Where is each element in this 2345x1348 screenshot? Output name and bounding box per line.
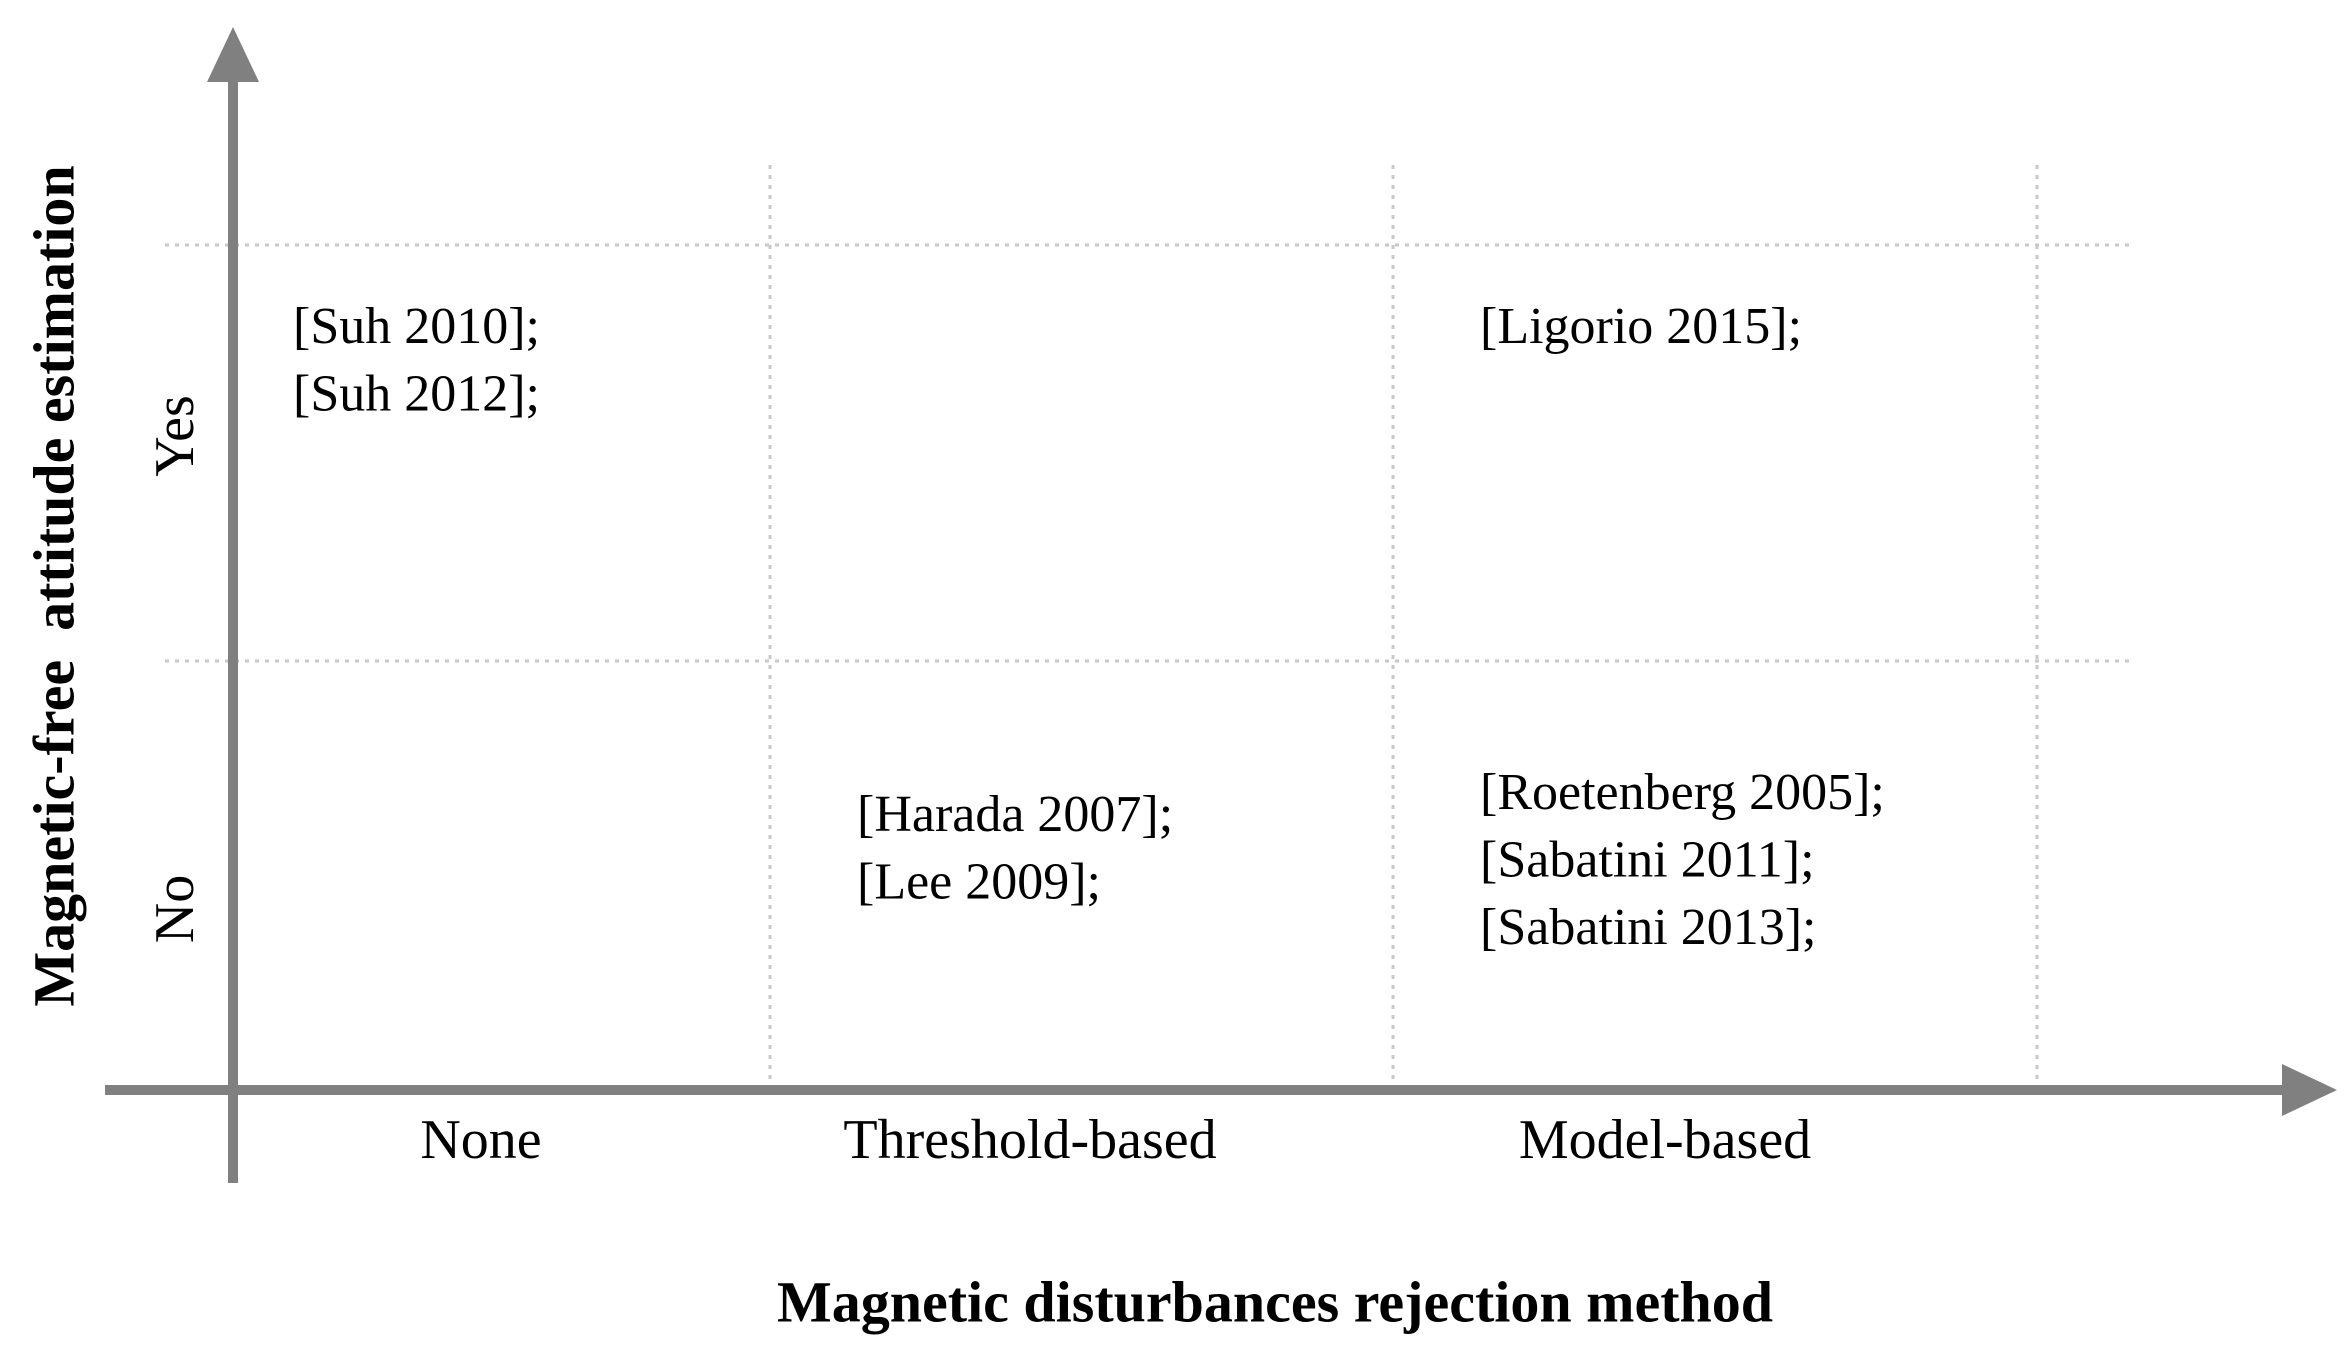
reference: [Suh 2010]; bbox=[293, 298, 540, 355]
y-category-label: No bbox=[144, 875, 206, 943]
x-category-label: Threshold-based bbox=[843, 1109, 1216, 1171]
reference: [Ligorio 2015]; bbox=[1480, 298, 1802, 355]
x-category-label: Model-based bbox=[1519, 1109, 1811, 1171]
grid bbox=[165, 165, 2134, 1090]
x-axis-arrow bbox=[2282, 1064, 2337, 1116]
y-axis-title: Magnetic-free attitude estimation bbox=[21, 165, 86, 1006]
y-category-label: Yes bbox=[144, 395, 206, 476]
x-axis-title: Magnetic disturbances rejection method bbox=[777, 1269, 1773, 1334]
reference: [Suh 2012]; bbox=[293, 365, 540, 422]
reference: [Sabatini 2013]; bbox=[1480, 899, 1817, 956]
reference: [Lee 2009]; bbox=[857, 853, 1101, 910]
x-category-label: None bbox=[420, 1109, 541, 1171]
y-axis-arrow bbox=[207, 27, 259, 82]
reference: [Harada 2007]; bbox=[857, 786, 1173, 843]
reference: [Roetenberg 2005]; bbox=[1480, 764, 1885, 821]
reference: [Sabatini 2011]; bbox=[1480, 831, 1815, 888]
